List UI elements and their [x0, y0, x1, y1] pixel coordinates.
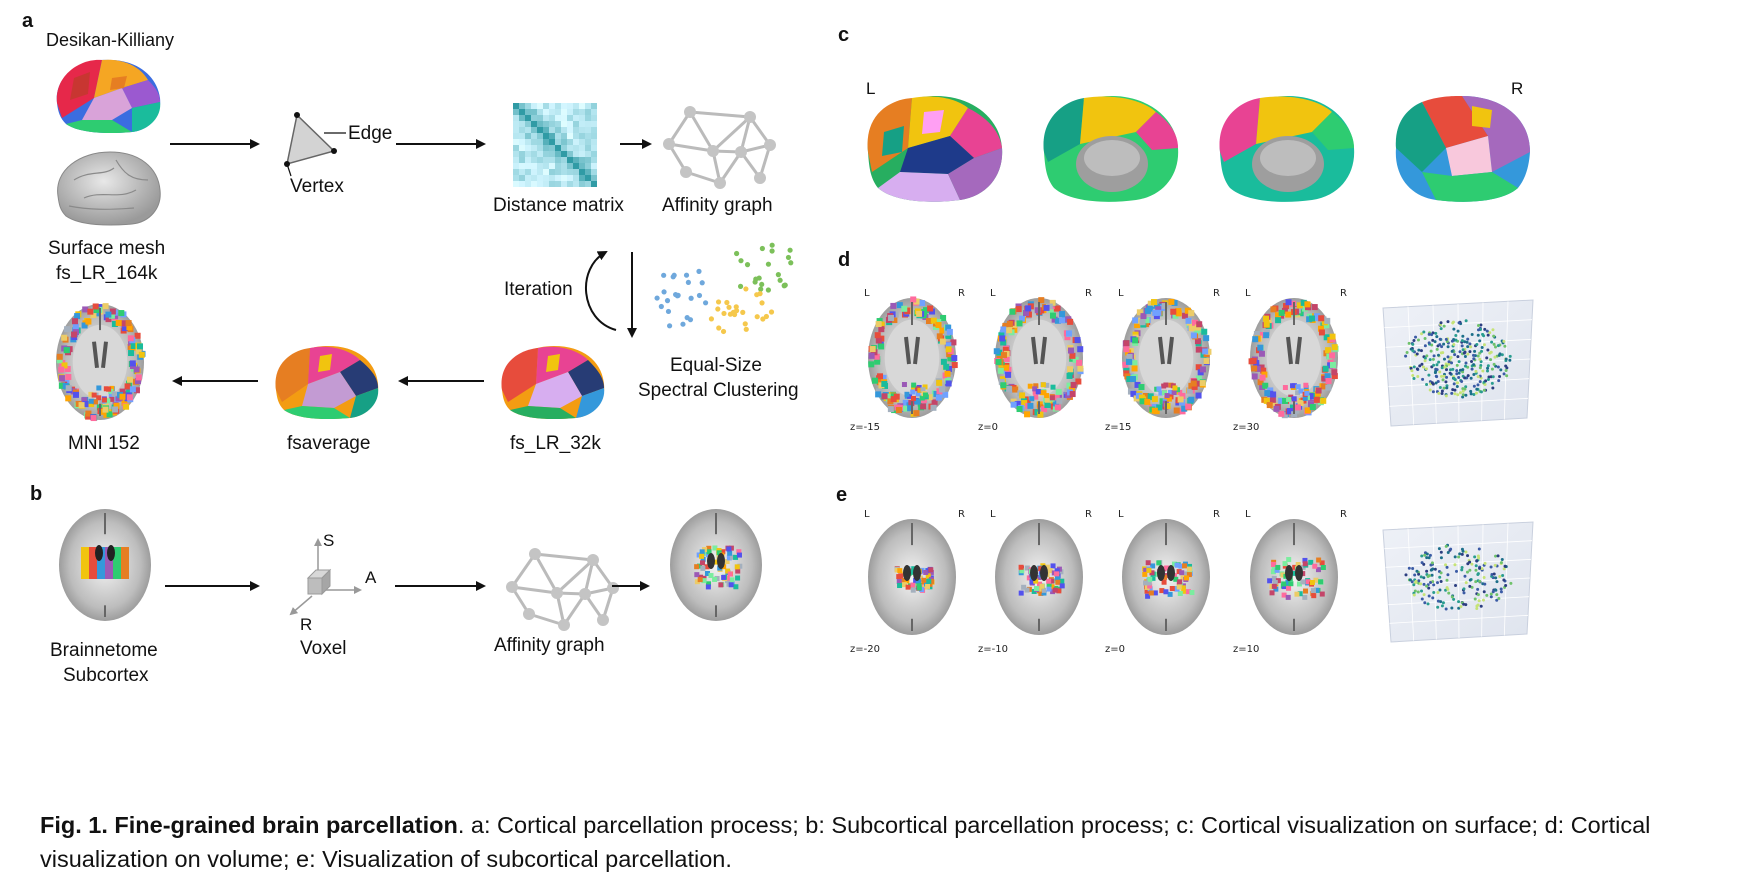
subcortical-3d-scatter-plot — [1382, 521, 1534, 643]
d-slice-1-l: L — [864, 288, 870, 299]
spectral-clustering-scatter — [654, 242, 794, 335]
distance-matrix-image — [513, 103, 597, 187]
panel-c-letter: c — [838, 24, 850, 46]
panel-b-letter: b — [30, 483, 43, 505]
d-slice-4-r: R — [1340, 288, 1347, 299]
iteration-loop-arrow — [585, 251, 637, 338]
d-slice-3-l: L — [1118, 288, 1124, 299]
cortical-volume-slices — [868, 296, 1339, 419]
subcortical-volume-slices — [868, 519, 1338, 635]
cortical-slice-3 — [1122, 298, 1212, 418]
e-slice-3-l: L — [1118, 509, 1124, 520]
d-slice-2-l: L — [990, 288, 996, 299]
clustering-label-line1: Equal-Size — [670, 355, 762, 376]
e-slice-2-z: z=-10 — [978, 644, 1008, 655]
medial-left-hemisphere-image — [1043, 96, 1179, 202]
cortical-slice-4 — [1248, 298, 1339, 419]
fsaverage-label: fsaverage — [287, 433, 371, 454]
axis-s-label: S — [323, 531, 335, 550]
e-slice-1-l: L — [864, 509, 870, 520]
d-slice-2-r: R — [1085, 288, 1092, 299]
d-slice-2-z: z=0 — [978, 422, 998, 433]
voxel-label: Voxel — [300, 638, 347, 659]
caption-text: . a: Cortical parcellation process; b: S… — [40, 812, 1651, 872]
d-slice-3-z: z=15 — [1105, 422, 1132, 433]
e-slice-2-l: L — [990, 509, 996, 520]
e-slice-1-r: R — [958, 509, 965, 520]
surface-left-label: L — [866, 79, 876, 98]
desikan-brain-image — [56, 59, 161, 134]
affinity-graph-label: Affinity graph — [662, 195, 773, 216]
subcortical-slice-1 — [868, 519, 956, 635]
brainnetome-subcortex-slice-image — [59, 509, 151, 621]
vertex-label: Vertex — [290, 176, 344, 197]
subcortical-slice-3 — [1122, 519, 1210, 635]
cortical-slice-2 — [993, 297, 1084, 418]
surface-right-label: R — [1511, 79, 1524, 98]
affinity-graph-b-label: Affinity graph — [494, 635, 605, 656]
cortical-3d-scatter-plot — [1382, 299, 1534, 427]
cortical-slice-1 — [868, 296, 958, 418]
subcortex-parcellation-slice-image — [670, 509, 762, 621]
panel-d-letter: d — [838, 249, 851, 271]
clustering-label-line2: Spectral Clustering — [638, 380, 799, 401]
desikan-label: Desikan-Killiany — [46, 30, 175, 50]
brainnetome-label-line2: Subcortex — [63, 665, 149, 686]
axis-a-label: A — [365, 568, 377, 587]
e-slice-3-z: z=0 — [1105, 644, 1125, 655]
affinity-graph-b-icon — [506, 548, 619, 631]
lateral-left-hemisphere-image — [867, 96, 1003, 202]
affinity-graph-icon — [663, 106, 776, 189]
distance-matrix-label: Distance matrix — [493, 195, 624, 216]
e-slice-3-r: R — [1213, 509, 1220, 520]
fs-lr-32k-brain-image — [501, 346, 605, 420]
surface-mesh-brain-image — [57, 151, 161, 226]
mni152-axial-slice-image — [56, 303, 146, 422]
subcortical-slice-4 — [1250, 519, 1338, 635]
subcortical-slice-2 — [995, 519, 1083, 635]
mni152-label: MNI 152 — [68, 433, 140, 454]
fsaverage-brain-image — [275, 346, 379, 420]
d-slice-4-l: L — [1245, 288, 1251, 299]
surface-mesh-space-label: fs_LR_164k — [56, 263, 158, 284]
d-slice-4-z: z=30 — [1233, 422, 1260, 433]
e-slice-1-z: z=-20 — [850, 644, 880, 655]
e-slice-4-r: R — [1340, 509, 1347, 520]
voxel-axes-icon — [289, 538, 362, 616]
figure-caption: Fig. 1. Fine-grained brain parcellation.… — [40, 808, 1720, 876]
axis-r-label: R — [300, 615, 313, 634]
lateral-right-hemisphere-image — [1395, 96, 1530, 202]
panel-a-letter: a — [22, 10, 34, 32]
brainnetome-label-line1: Brainnetome — [50, 640, 158, 661]
panel-e-letter: e — [836, 484, 848, 506]
caption-title: Fig. 1. Fine-grained brain parcellation — [40, 812, 458, 838]
e-slice-4-l: L — [1245, 509, 1251, 520]
edge-label: Edge — [348, 123, 393, 144]
triangle-element-icon — [284, 112, 346, 177]
medial-right-hemisphere-image — [1219, 96, 1355, 202]
d-slice-3-r: R — [1213, 288, 1220, 299]
iteration-label: Iteration — [504, 279, 573, 300]
e-slice-4-z: z=10 — [1233, 644, 1260, 655]
surface-mesh-label: Surface mesh — [48, 238, 166, 259]
d-slice-1-z: z=-15 — [850, 422, 880, 433]
e-slice-2-r: R — [1085, 509, 1092, 520]
fs-lr-32k-label: fs_LR_32k — [510, 433, 601, 454]
d-slice-1-r: R — [958, 288, 965, 299]
